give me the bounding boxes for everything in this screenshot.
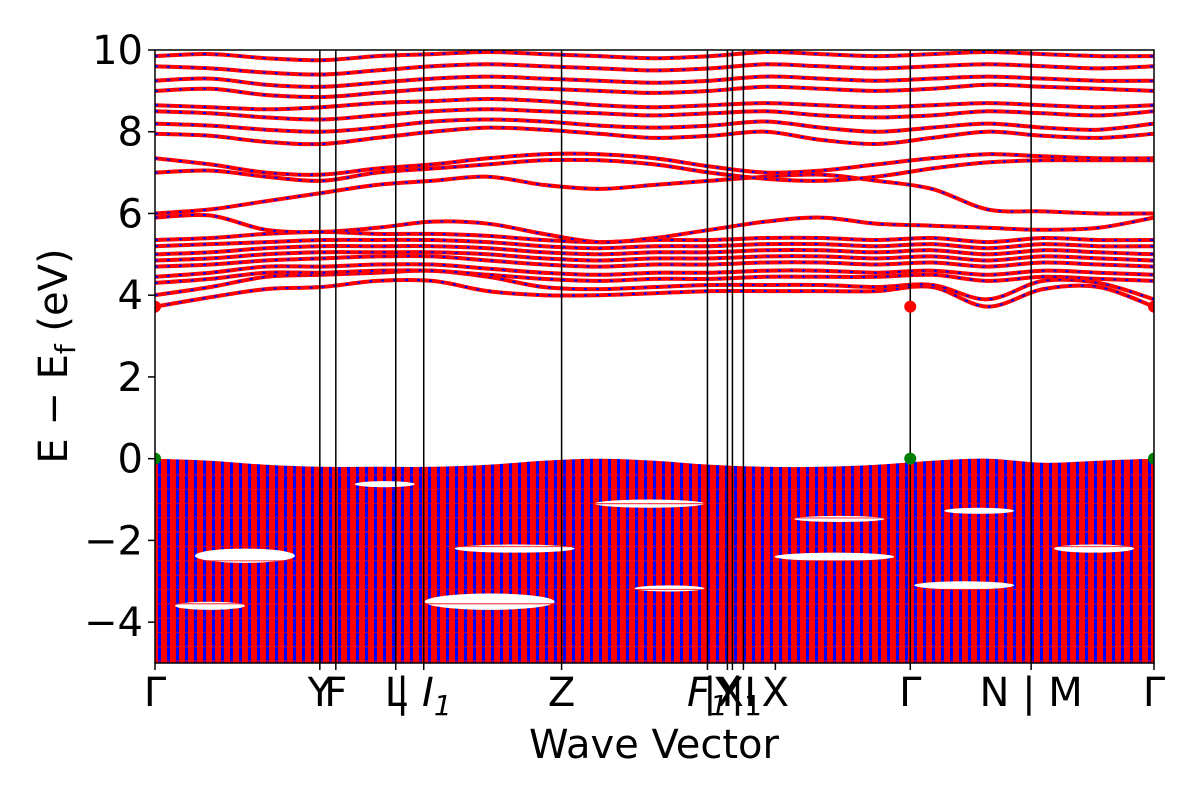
valence-band-gap: [914, 581, 1015, 590]
x-tick-label: | I1: [396, 670, 452, 722]
x-tick-label: Y: [307, 670, 333, 716]
valence-band-gap: [174, 601, 245, 610]
valence-band-gap: [1054, 544, 1135, 553]
x-tick-label: Γ: [144, 670, 167, 716]
y-tick-label: 4: [118, 273, 143, 319]
y-axis-label-unit: (eV): [31, 248, 77, 344]
valence-band-gap: [634, 585, 705, 592]
y-axis-label-sub: f: [49, 343, 82, 354]
band-edge-marker-4: [904, 452, 917, 465]
conduction-band-18-spin-up: [155, 74, 1154, 89]
valence-band-gap: [194, 548, 295, 563]
x-tick-label: X: [762, 670, 789, 716]
y-tick-label: −4: [84, 600, 143, 646]
conduction-band-9-spin-down: [155, 213, 1154, 244]
conduction-band-5-spin-up: [155, 250, 1154, 263]
valence-band-gap: [354, 481, 415, 488]
y-tick-label: 10: [92, 28, 143, 74]
conduction-band-11-spin-up: [155, 157, 1154, 183]
x-tick-label: Z: [548, 670, 575, 716]
band-edge-marker-0: [155, 300, 161, 313]
conduction-band-14-spin-up: [155, 117, 1154, 134]
valence-band-gap: [944, 507, 1015, 514]
x-axis-label: Wave Vector: [529, 722, 780, 768]
conduction-band-16-spin-up: [155, 96, 1154, 112]
x-tick-label: F: [324, 670, 347, 716]
band-edge-marker-5: [1148, 452, 1154, 465]
y-tick-label: 2: [118, 355, 143, 401]
conduction-band-17-spin-up: [155, 82, 1154, 100]
band-edge-markers: [155, 300, 1154, 465]
conduction-band-15-spin-up: [155, 107, 1154, 122]
conduction-band-13-spin-up: [155, 125, 1154, 147]
y-tick-label: 6: [118, 191, 143, 237]
band-edge-marker-3: [155, 452, 161, 465]
conduction-band-1-spin-down: [155, 269, 1154, 301]
conduction-band-4-spin-up: [155, 253, 1154, 269]
x-tick-label: Γ: [899, 670, 922, 716]
plot-area: [155, 50, 1154, 663]
conduction-band-6-spin-up: [155, 244, 1154, 257]
x-tick-label: Y: [714, 670, 740, 716]
plot-frame: [154, 49, 1155, 664]
valence-band-gap: [424, 593, 555, 610]
conduction-band-3-spin-up: [155, 262, 1154, 279]
valence-band-gap: [454, 544, 575, 553]
y-tick-label: −2: [84, 518, 143, 564]
x-tick-label: |I: [731, 670, 756, 716]
x-tick-label: |X1: [703, 670, 762, 722]
x-tick-label: N | M: [979, 670, 1082, 716]
conduction-band-19-spin-up: [155, 62, 1154, 77]
x-tick-label: Γ: [1143, 670, 1166, 716]
valence-band-gap: [774, 552, 895, 561]
conduction-band-0-spin-up: [155, 277, 1154, 309]
kpath-divider-lines: [319, 50, 1032, 663]
y-axis-ticks: −4 −2 0 2 4 6 8 10: [84, 28, 155, 646]
conduction-band-20-spin-up: [155, 50, 1154, 63]
band-edge-marker-2: [1148, 300, 1154, 313]
conduction-band-2-spin-up: [155, 268, 1154, 285]
conduction-band-12-spin-up: [155, 151, 1154, 177]
conduction-band-7-spin-up: [155, 237, 1154, 251]
band-edge-marker-1: [904, 300, 917, 313]
x-tick-label: F1: [687, 670, 728, 722]
valence-band-gap: [794, 515, 885, 523]
y-tick-label: 0: [118, 437, 143, 483]
conduction-band-10-spin-down: [155, 173, 1154, 215]
y-axis-label-main: E − E: [31, 354, 77, 464]
y-axis-label: E − Ef (eV): [31, 248, 82, 463]
y-tick-label: 8: [118, 110, 143, 156]
x-tick-label: L: [385, 670, 408, 716]
